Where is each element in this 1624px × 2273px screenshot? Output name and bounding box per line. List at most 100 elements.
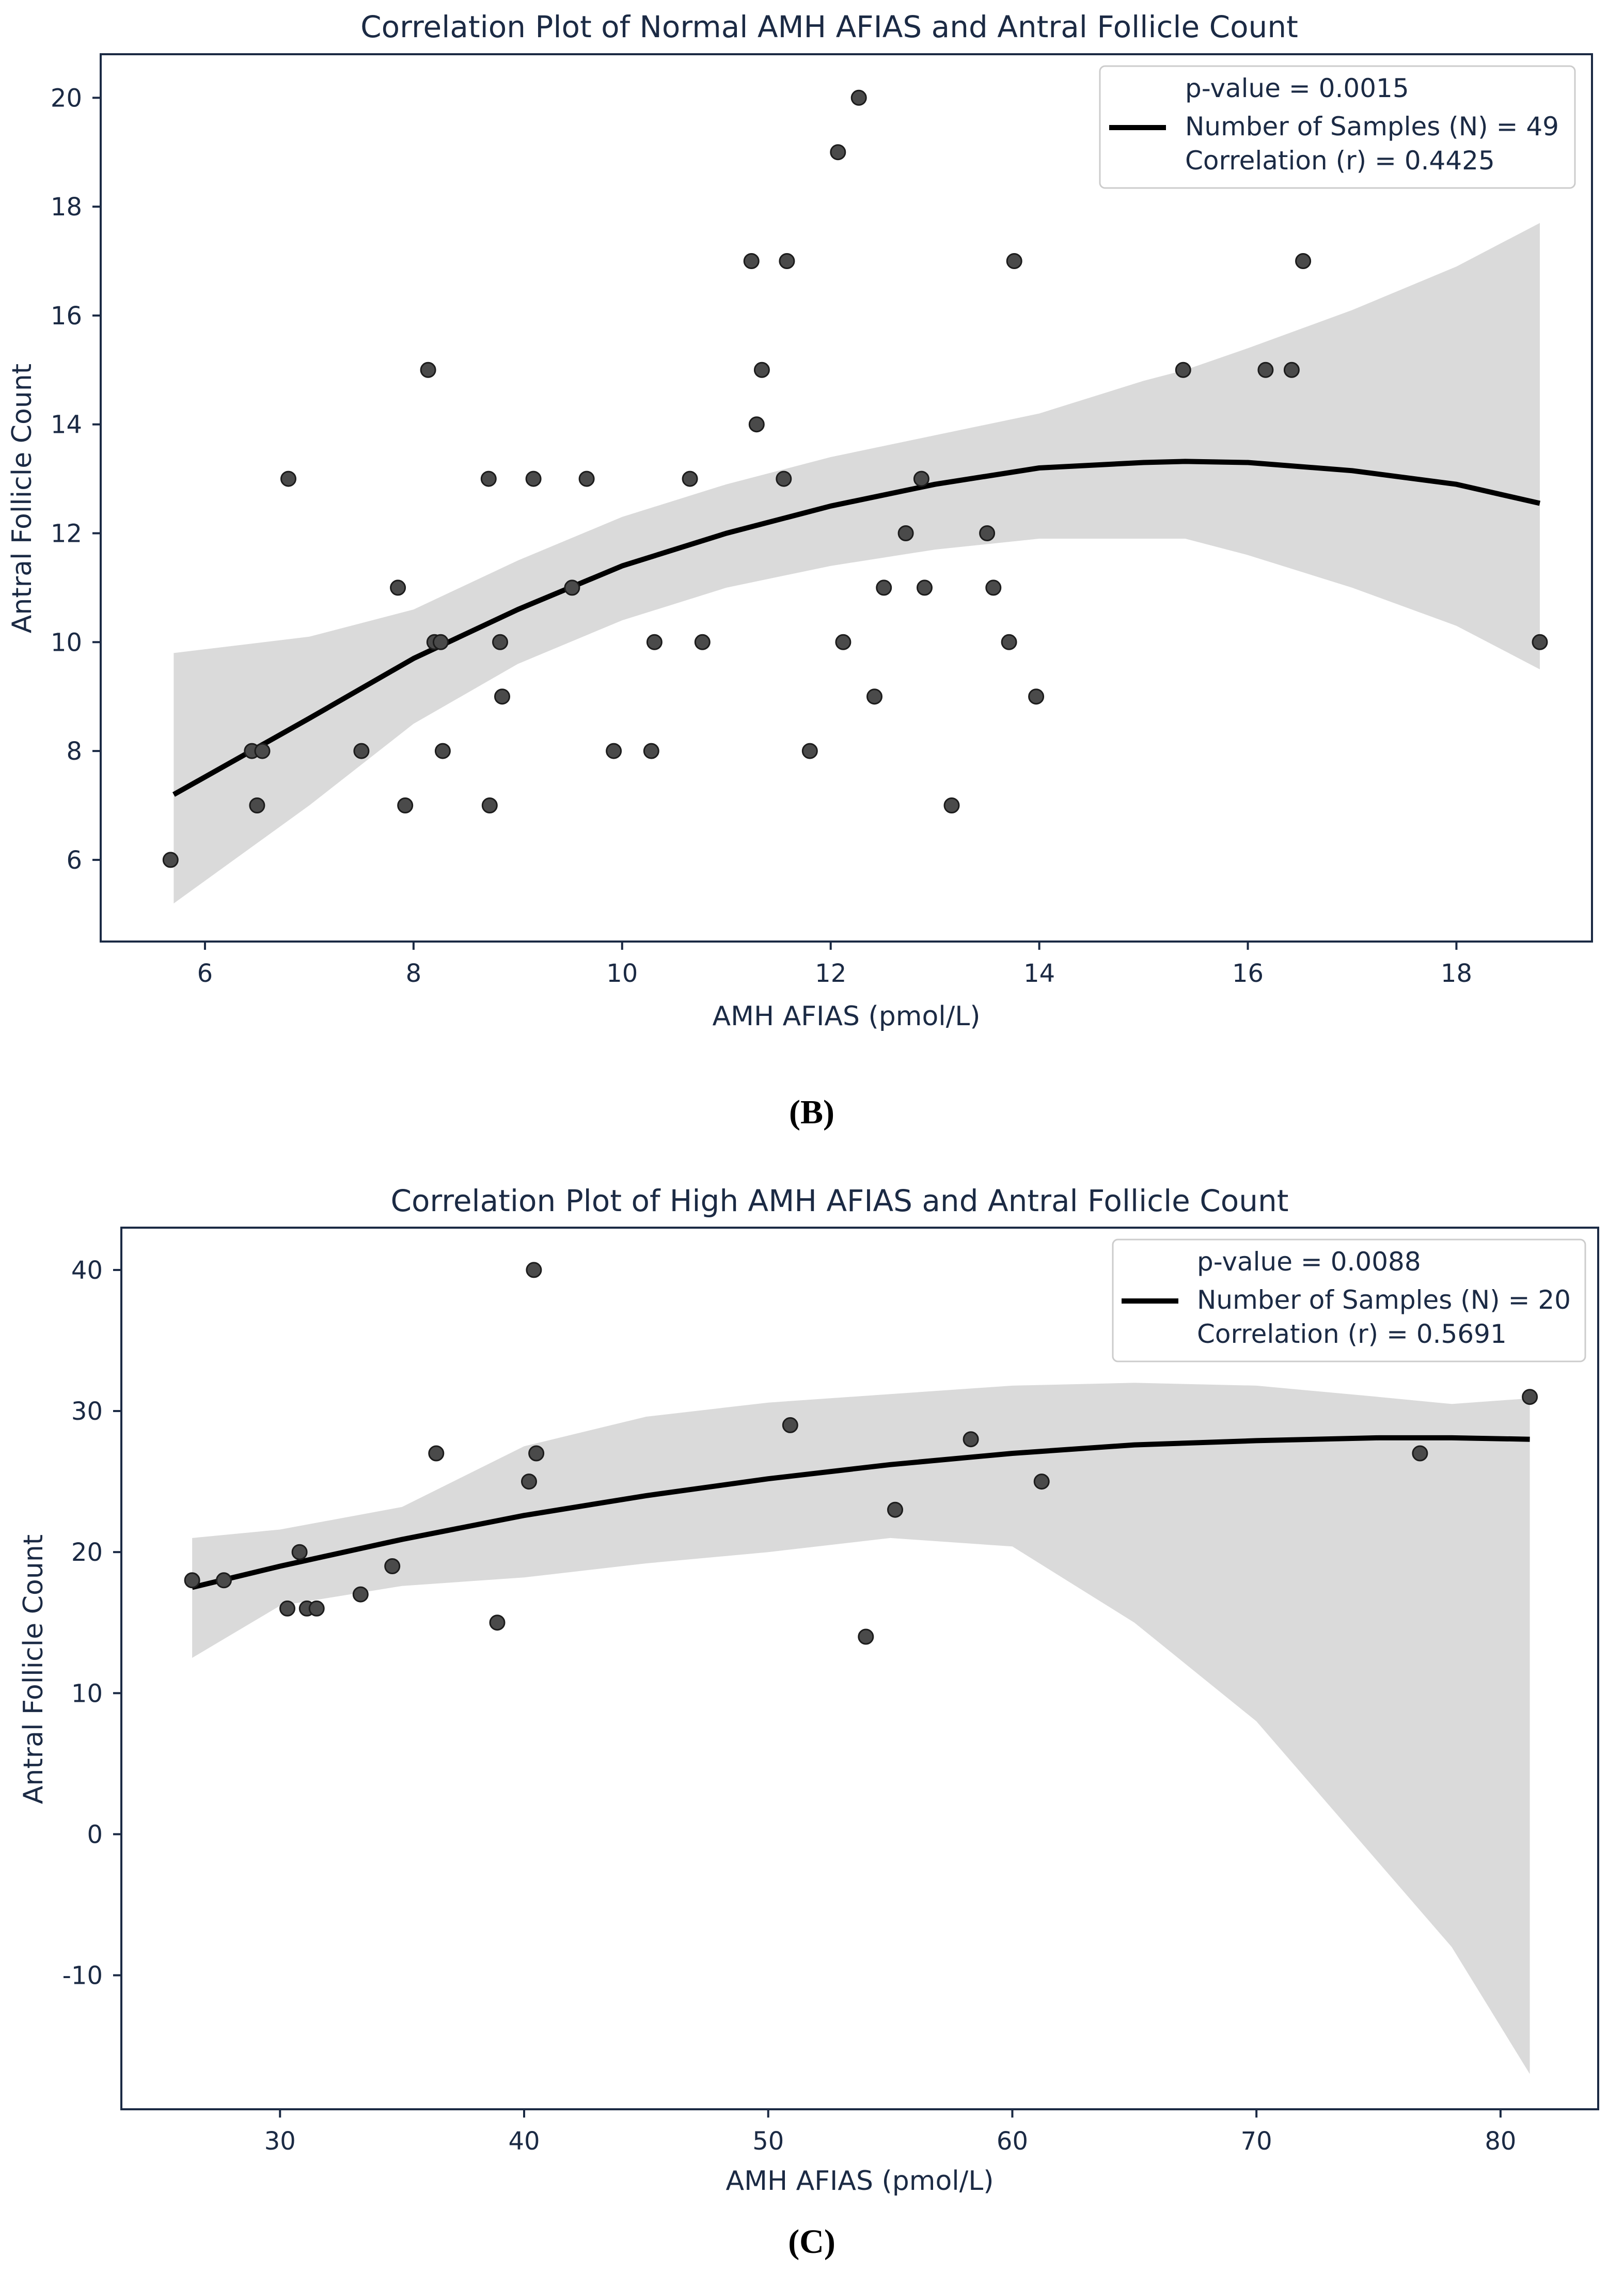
chart-b-x-tick-label: 14 — [1023, 959, 1055, 988]
chart-b-ci-layer — [174, 223, 1540, 904]
chart-b-data-point — [979, 525, 996, 541]
chart-c-ticks-layer: 30 40 50 60 70 80 -10 0 10 20 30 40 — [62, 1256, 1517, 2156]
chart-c-title: Correlation Plot of High AMH AFIAS and A… — [390, 1183, 1288, 1218]
chart-c-fit-line — [191, 1435, 1530, 1590]
chart-c-plot-frame — [120, 1227, 1599, 2110]
chart-b-data-point — [694, 634, 711, 650]
chart-c-legend-n: Number of Samples (N) = 20 — [1197, 1285, 1571, 1315]
chart-b-data-point — [866, 688, 882, 705]
chart-b-data-point — [162, 852, 179, 868]
chart-c-x-axis-label: AMH AFIAS (pmol/L) — [726, 2166, 994, 2197]
chart-b-x-tick-label: 8 — [406, 959, 422, 988]
chart-b-confidence-band — [174, 223, 1540, 904]
chart-b-data-point — [492, 634, 508, 650]
chart-b-data-point — [578, 471, 595, 487]
chart-c-y-tick-label: -10 — [62, 1962, 103, 1990]
chart-c-data-point — [184, 1572, 200, 1589]
chart-b-data-point — [353, 743, 370, 759]
chart-b-y-axis-label: Antral Follicle Count — [7, 364, 38, 633]
chart-b-data-point — [249, 797, 265, 813]
chart-b-data-point — [420, 362, 436, 378]
chart-c-legend-box — [1112, 1239, 1586, 1362]
chart-c-data-point — [521, 1473, 537, 1490]
chart-b-legend: p-value = 0.0015 Number of Samples (N) =… — [1099, 65, 1576, 189]
chart-b-data-point — [876, 579, 892, 596]
chart-c-data-point — [291, 1544, 308, 1560]
chart-b-data-point — [850, 89, 867, 106]
chart-b-y-tick-label: 18 — [51, 193, 82, 222]
chart-b-data-point — [913, 471, 929, 487]
chart-b-legend-box — [1099, 65, 1576, 189]
chart-b-data-point — [1532, 634, 1548, 650]
chart-c-data-point — [352, 1586, 369, 1603]
chart-b-data-point — [748, 416, 765, 433]
chart-b-data-point — [835, 634, 852, 650]
chart-b-data-point — [830, 144, 846, 161]
chart-b-y-tick-label: 16 — [51, 302, 82, 331]
chart-c-data-point — [384, 1558, 401, 1574]
chart-b-y-tick-label: 8 — [66, 737, 82, 766]
chart-b-data-point — [1028, 688, 1045, 705]
chart-b-data-point — [1001, 634, 1017, 650]
chart-c-x-tick-label: 80 — [1485, 2127, 1516, 2156]
chart-c-data-point — [308, 1600, 325, 1617]
chart-b-data-point — [917, 579, 933, 596]
chart-b-y-tick-label: 14 — [51, 411, 82, 440]
chart-b-x-tick-label: 10 — [606, 959, 638, 988]
chart-c-fit-layer — [191, 1435, 1530, 1590]
chart-c-x-tick-label: 50 — [752, 2127, 784, 2156]
chart-b-legend-r: Correlation (r) = 0.4425 — [1185, 146, 1495, 176]
chart-b-data-point — [432, 634, 449, 650]
chart-b-data-point — [280, 471, 296, 487]
chart-b-data-point — [1257, 362, 1274, 378]
chart-c-data-point — [1033, 1473, 1050, 1490]
chart-c: Correlation Plot of High AMH AFIAS and A… — [18, 1183, 1599, 2261]
chart-c-data-point — [782, 1417, 798, 1433]
chart-c-data-point — [963, 1431, 979, 1448]
chart-c-panel-label: (C) — [788, 2223, 835, 2261]
chart-b-y-tick-label: 6 — [66, 846, 82, 875]
chart-b-data-point — [480, 471, 497, 487]
chart-c-data-point — [279, 1600, 295, 1617]
chart-c-x-tick-label: 70 — [1241, 2127, 1272, 2156]
chart-b-legend-n: Number of Samples (N) = 49 — [1185, 112, 1559, 142]
chart-c-confidence-band — [192, 1383, 1530, 2074]
chart-b-x-tick-label: 16 — [1232, 959, 1264, 988]
chart-c-y-tick-label: 30 — [71, 1397, 103, 1426]
chart-b-data-point — [779, 253, 795, 269]
chart-b-data-point — [397, 797, 414, 813]
chart-b-data-point — [943, 797, 960, 813]
chart-c-y-tick-label: 40 — [71, 1256, 103, 1285]
chart-b-legend-pvalue: p-value = 0.0015 — [1185, 73, 1409, 103]
chart-b-data-point — [1283, 362, 1300, 378]
chart-b-data-point — [1006, 253, 1022, 269]
chart-b-data-point — [897, 525, 914, 541]
chart-b-data-point — [985, 579, 1002, 596]
chart-c-legend: p-value = 0.0088 Number of Samples (N) =… — [1112, 1239, 1586, 1362]
chart-b-y-tick-label: 10 — [51, 628, 82, 657]
chart-c-legend-pvalue: p-value = 0.0088 — [1197, 1247, 1421, 1277]
chart-b-plot-frame — [100, 53, 1593, 943]
chart-c-y-tick-label: 10 — [71, 1679, 103, 1708]
chart-c-x-tick-label: 60 — [997, 2127, 1028, 2156]
chart-b-data-point — [390, 579, 406, 596]
chart-b-data-point — [776, 471, 792, 487]
chart-b-x-tick-label: 18 — [1441, 959, 1472, 988]
chart-c-data-point — [528, 1445, 545, 1462]
chart-b-data-point — [434, 743, 451, 759]
chart-c-data-point — [1412, 1445, 1428, 1462]
chart-c-data-point — [858, 1628, 874, 1645]
chart-c-data-point — [216, 1572, 232, 1589]
chart-c-data-point — [887, 1501, 903, 1518]
chart-b-data-point — [564, 579, 580, 596]
chart-b-data-point — [682, 471, 698, 487]
chart-b-x-tick-label: 6 — [197, 959, 213, 988]
chart-c-legend-r: Correlation (r) = 0.5691 — [1197, 1319, 1507, 1349]
chart-c-ci-layer — [192, 1383, 1530, 2074]
chart-b-panel-label: (B) — [789, 1093, 834, 1131]
chart-c-data-point — [526, 1262, 542, 1278]
chart-b-data-point — [606, 743, 622, 759]
chart-b-data-point — [646, 634, 663, 650]
chart-b-y-tick-label: 20 — [51, 84, 82, 113]
